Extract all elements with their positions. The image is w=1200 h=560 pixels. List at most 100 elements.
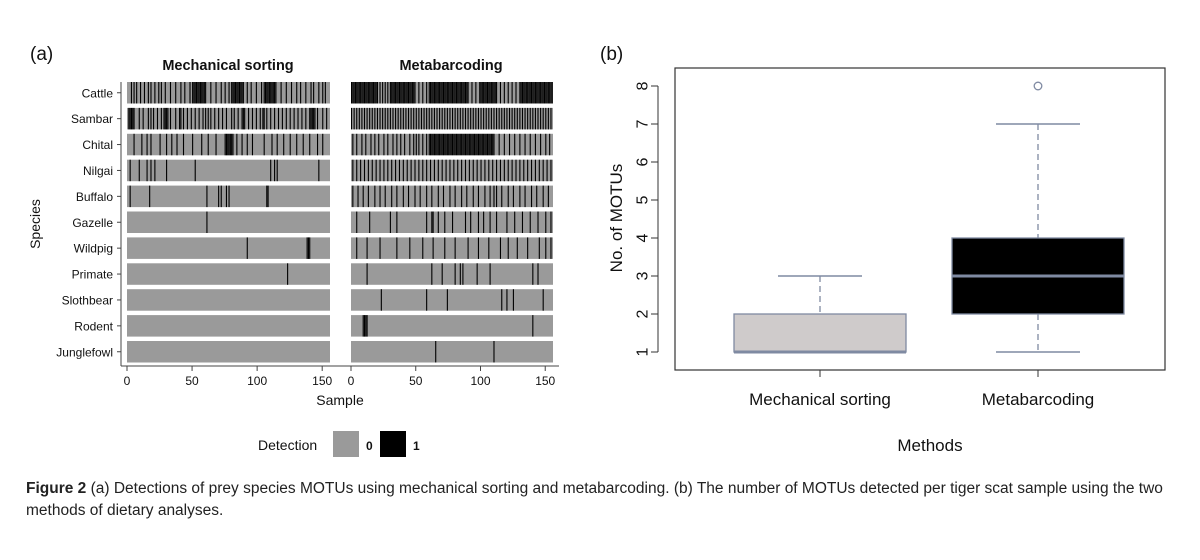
- detection-metabarcoding-buffalo: [431, 185, 433, 208]
- detection-mechanical-sambar: [237, 107, 239, 130]
- detection-metabarcoding-sambar: [511, 107, 513, 130]
- detection-mechanical-chital: [229, 133, 231, 156]
- detection-mechanical-sambar: [231, 107, 233, 130]
- detection-mechanical-cattle: [235, 82, 237, 104]
- detection-mechanical-cattle: [202, 82, 204, 104]
- detection-metabarcoding-nilgai: [519, 159, 521, 182]
- panel-a-label: (a): [30, 44, 53, 65]
- detection-mechanical-sambar: [266, 107, 268, 130]
- detection-metabarcoding-gazelle: [537, 211, 539, 233]
- detection-metabarcoding-nilgai: [550, 159, 552, 182]
- detection-metabarcoding-chital: [471, 133, 473, 156]
- detection-metabarcoding-gazelle: [356, 211, 358, 233]
- detection-metabarcoding-chital: [514, 133, 516, 156]
- detection-mechanical-sambar: [190, 107, 192, 130]
- detection-metabarcoding-cattle: [480, 82, 482, 104]
- detection-mechanical-nilgai: [270, 159, 272, 182]
- detection-mechanical-cattle: [169, 82, 172, 104]
- detection-metabarcoding-sambar: [501, 107, 503, 130]
- detection-metabarcoding-chital: [450, 133, 452, 156]
- detection-metabarcoding-buffalo: [477, 185, 479, 208]
- species-label-rodent: Rodent: [74, 319, 113, 333]
- detection-metabarcoding-sambar: [516, 107, 518, 130]
- detection-metabarcoding-cattle: [458, 82, 460, 104]
- detection-metabarcoding-sambar: [418, 107, 420, 130]
- detection-mechanical-sambar: [255, 107, 257, 130]
- detection-metabarcoding-sambar: [472, 107, 474, 130]
- detection-mechanical-sambar: [160, 107, 162, 130]
- x-tick-label-metabarcoding-150: 150: [535, 374, 555, 388]
- detection-metabarcoding-slothbear: [501, 289, 503, 311]
- detection-metabarcoding-cattle: [398, 82, 401, 104]
- detection-metabarcoding-chital: [486, 133, 489, 156]
- detection-metabarcoding-cattle: [437, 82, 439, 104]
- detection-metabarcoding-sambar: [361, 107, 363, 130]
- detection-mechanical-sambar: [169, 107, 172, 130]
- detection-metabarcoding-chital: [508, 133, 511, 156]
- detection-metabarcoding-nilgai: [398, 159, 401, 182]
- detection-metabarcoding-cattle: [448, 82, 450, 104]
- detection-mechanical-sambar: [205, 107, 207, 130]
- detection-metabarcoding-chital: [480, 133, 482, 156]
- detection-metabarcoding-buffalo: [542, 185, 544, 208]
- detection-metabarcoding-cattle: [479, 82, 481, 104]
- detection-mechanical-chital: [246, 133, 248, 156]
- detection-metabarcoding-chital: [475, 133, 477, 156]
- detection-mechanical-sambar: [167, 107, 169, 130]
- detection-metabarcoding-cattle: [529, 82, 531, 104]
- detection-metabarcoding-buffalo: [496, 185, 498, 208]
- detection-metabarcoding-chital: [485, 133, 487, 156]
- detection-metabarcoding-cattle: [365, 82, 367, 104]
- detection-mechanical-cattle: [266, 82, 268, 104]
- detection-metabarcoding-chital: [481, 133, 483, 156]
- detection-metabarcoding-cattle: [463, 82, 465, 104]
- detection-mechanical-cattle: [236, 82, 238, 104]
- detection-metabarcoding-cattle: [452, 82, 454, 104]
- detection-mechanical-wildpig: [306, 237, 308, 259]
- detection-mechanical-sambar: [214, 107, 216, 130]
- detection-metabarcoding-slothbear: [506, 289, 508, 311]
- detection-metabarcoding-chital: [409, 133, 411, 156]
- detection-metabarcoding-cattle: [400, 82, 402, 104]
- detection-metabarcoding-wildpig: [396, 237, 398, 259]
- detection-metabarcoding-buffalo: [402, 185, 404, 208]
- detection-metabarcoding-cattle: [536, 82, 538, 104]
- detection-mechanical-chital: [289, 133, 291, 156]
- detection-metabarcoding-sambar: [503, 107, 505, 130]
- detection-metabarcoding-chital: [387, 133, 389, 156]
- detection-metabarcoding-chital: [498, 133, 500, 156]
- detection-metabarcoding-chital: [444, 133, 446, 156]
- detection-metabarcoding-chital: [479, 133, 481, 156]
- detection-metabarcoding-buffalo: [472, 185, 474, 208]
- detection-metabarcoding-cattle: [379, 82, 381, 104]
- detection-metabarcoding-cattle: [549, 82, 551, 104]
- detection-metabarcoding-cattle: [375, 82, 377, 104]
- detection-metabarcoding-chital: [422, 133, 424, 156]
- row-mechanical-slothbear: [127, 289, 330, 311]
- detection-metabarcoding-chital: [400, 133, 402, 156]
- detection-metabarcoding-buffalo: [461, 185, 463, 208]
- detection-metabarcoding-cattle: [481, 82, 483, 104]
- detection-mechanical-sambar: [128, 107, 130, 130]
- detection-mechanical-chital: [232, 133, 234, 156]
- detection-metabarcoding-chital: [464, 133, 467, 156]
- detection-metabarcoding-sambar: [542, 107, 544, 130]
- detection-metabarcoding-cattle: [392, 82, 394, 104]
- detection-metabarcoding-cattle: [352, 82, 354, 104]
- detection-mechanical-chital: [236, 133, 238, 156]
- detection-metabarcoding-chital: [428, 133, 430, 156]
- detection-metabarcoding-chital: [429, 133, 432, 156]
- species-label-sambar: Sambar: [71, 112, 113, 126]
- detection-metabarcoding-cattle: [459, 82, 461, 104]
- detection-metabarcoding-chital: [370, 133, 372, 156]
- detection-mechanical-chital: [215, 133, 217, 156]
- detection-metabarcoding-gazelle: [437, 211, 439, 233]
- detection-mechanical-nilgai: [318, 159, 320, 182]
- detection-mechanical-sambar: [147, 107, 149, 130]
- detection-mechanical-sambar: [129, 107, 131, 130]
- detection-metabarcoding-nilgai: [492, 159, 494, 182]
- detection-metabarcoding-buffalo: [419, 185, 421, 208]
- detection-metabarcoding-gazelle: [477, 211, 479, 233]
- detection-metabarcoding-cattle: [530, 82, 533, 104]
- detection-metabarcoding-cattle: [353, 82, 355, 104]
